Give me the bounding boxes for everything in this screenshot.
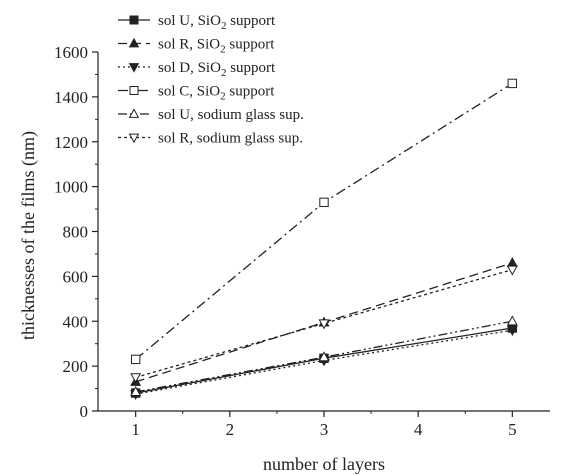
data-point-s6 — [130, 373, 142, 384]
y-ticks: 0 200 400 600 800 1000 1200 1400 1600 — [54, 43, 98, 421]
legend-label: sol R, SiO2 support — [158, 37, 275, 56]
data-point-s6 — [506, 265, 518, 276]
legend-label: sol U, sodium glass sup. — [158, 107, 304, 123]
y-tick-label: 800 — [63, 223, 89, 242]
legend-item: sol R, SiO2 support — [118, 37, 275, 56]
legend-item: sol R, sodium glass sup. — [118, 131, 303, 147]
data-point-s6 — [318, 319, 330, 330]
x-tick-label: 2 — [226, 420, 235, 439]
legend-marker — [128, 63, 140, 73]
series-line-6 — [135, 269, 513, 378]
data-point-s5 — [130, 386, 142, 396]
legend-item: sol D, SiO2 support — [118, 60, 276, 79]
plot-markers — [130, 78, 518, 401]
y-tick-label: 0 — [80, 402, 89, 421]
x-tick-label: 1 — [131, 420, 140, 439]
legend-item: sol U, SiO2 support — [118, 13, 276, 32]
y-tick-label: 400 — [63, 312, 89, 331]
x-ticks: 1 2 3 4 5 — [131, 411, 517, 439]
legend-marker — [128, 108, 140, 118]
legend-label: sol C, SiO2 support — [158, 84, 275, 103]
data-point-s2 — [506, 257, 518, 267]
axes: 1 2 3 4 5 0 200 400 600 800 1000 1200 1400 1600 numb… — [18, 43, 550, 474]
y-tick-label: 200 — [63, 357, 89, 376]
data-point-s4 — [507, 78, 518, 89]
legend-marker — [128, 133, 140, 144]
y-tick-label: 1600 — [54, 43, 88, 62]
legend-item: sol U, sodium glass sup. — [118, 107, 304, 123]
legend-item: sol C, SiO2 support — [118, 84, 275, 103]
y-axis-title: thicknesses of the films (nm) — [18, 131, 39, 340]
y-tick-label: 1000 — [54, 178, 88, 197]
data-point-s3 — [506, 326, 518, 337]
legend: sol U, SiO2 support sol R, SiO2 support so… — [118, 13, 304, 147]
legend-label: sol U, SiO2 support — [158, 13, 276, 32]
y-tick-label: 1400 — [54, 88, 88, 107]
legend-marker — [129, 86, 139, 95]
data-point-s5 — [506, 315, 518, 326]
x-tick-label: 4 — [414, 420, 423, 439]
data-point-s4 — [319, 197, 329, 208]
x-axis-title: number of layers — [263, 454, 385, 474]
legend-marker — [128, 37, 140, 48]
y-tick-label: 600 — [63, 267, 89, 286]
y-tick-label: 1200 — [54, 133, 88, 152]
legend-label: sol D, SiO2 support — [158, 60, 276, 79]
data-point-s4 — [130, 354, 141, 365]
x-tick-label: 5 — [508, 420, 517, 439]
legend-marker — [129, 15, 139, 25]
legend-label: sol R, sodium glass sup. — [158, 131, 303, 147]
data-point-s5 — [318, 351, 330, 362]
x-tick-label: 3 — [320, 420, 329, 439]
